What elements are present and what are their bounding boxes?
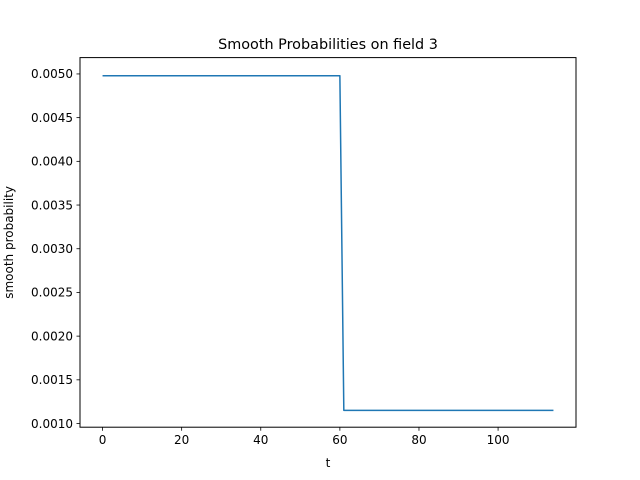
y-tick-label: 0.0015 bbox=[31, 373, 73, 387]
axes-frame bbox=[79, 57, 577, 428]
x-tick-label: 100 bbox=[487, 433, 510, 447]
x-tick-label: 60 bbox=[332, 433, 347, 447]
y-tick-label: 0.0025 bbox=[31, 286, 73, 300]
y-tick-label: 0.0030 bbox=[31, 242, 73, 256]
y-tick-label: 0.0045 bbox=[31, 111, 73, 125]
x-axis: 0 20 40 60 80 100 bbox=[99, 427, 510, 447]
y-tick-label: 0.0020 bbox=[31, 329, 73, 343]
y-tick-label: 0.0050 bbox=[31, 67, 73, 81]
x-tick-label: 80 bbox=[411, 433, 426, 447]
y-tick-label: 0.0035 bbox=[31, 198, 73, 212]
x-tick-label: 20 bbox=[174, 433, 189, 447]
x-tick-label: 0 bbox=[99, 433, 107, 447]
y-tick-label: 0.0010 bbox=[31, 417, 73, 431]
x-axis-label: t bbox=[326, 456, 331, 470]
y-axis-label: smooth probability bbox=[2, 186, 16, 299]
chart-title: Smooth Probabilities on field 3 bbox=[218, 37, 438, 53]
y-axis: 0.0010 0.0015 0.0020 0.0025 0.0030 0.0035 0.00… bbox=[31, 67, 80, 431]
plot-area bbox=[102, 74, 554, 412]
x-tick-label: 40 bbox=[253, 433, 268, 447]
y-tick-label: 0.0040 bbox=[31, 155, 73, 169]
series-line bbox=[102, 74, 554, 412]
